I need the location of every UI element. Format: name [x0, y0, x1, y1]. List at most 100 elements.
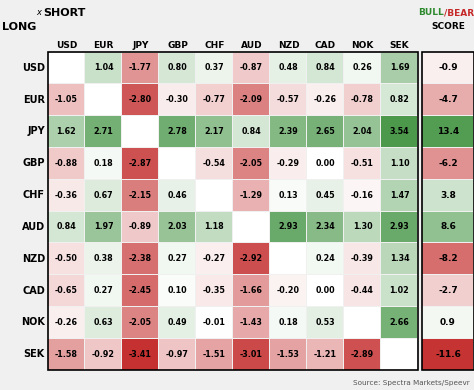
Text: -0.89: -0.89: [129, 222, 152, 231]
Text: 0.67: 0.67: [94, 191, 113, 200]
Text: 0.84: 0.84: [56, 222, 76, 231]
Text: 0.38: 0.38: [94, 254, 113, 263]
Bar: [197, 339, 233, 369]
Bar: [122, 53, 158, 83]
Text: -0.01: -0.01: [203, 318, 226, 327]
Bar: [197, 307, 233, 338]
Bar: [159, 243, 195, 274]
Bar: [197, 211, 233, 242]
Text: GBP: GBP: [22, 158, 45, 168]
Bar: [271, 339, 307, 369]
Bar: [122, 275, 158, 306]
Bar: [308, 243, 344, 274]
Text: CHF: CHF: [204, 41, 225, 50]
Text: -2.38: -2.38: [129, 254, 152, 263]
Bar: [159, 116, 195, 147]
Bar: [48, 52, 418, 370]
Bar: [159, 148, 195, 179]
Bar: [85, 148, 121, 179]
Bar: [234, 243, 270, 274]
Text: -4.7: -4.7: [438, 95, 458, 104]
Text: AUD: AUD: [241, 41, 262, 50]
Bar: [382, 180, 418, 211]
Text: CAD: CAD: [315, 41, 336, 50]
Text: 2.93: 2.93: [390, 222, 410, 231]
Text: 0.49: 0.49: [168, 318, 187, 327]
Bar: [85, 180, 121, 211]
Bar: [308, 307, 344, 338]
Bar: [422, 116, 474, 147]
Bar: [197, 275, 233, 306]
Text: 1.62: 1.62: [56, 127, 76, 136]
Text: NOK: NOK: [21, 317, 45, 327]
Text: -2.89: -2.89: [351, 349, 374, 358]
Text: CHF: CHF: [23, 190, 45, 200]
Bar: [234, 53, 270, 83]
Bar: [382, 116, 418, 147]
Text: 0.18: 0.18: [279, 318, 298, 327]
Bar: [308, 211, 344, 242]
Text: -0.92: -0.92: [92, 349, 115, 358]
Bar: [345, 339, 381, 369]
Text: -2.05: -2.05: [240, 159, 263, 168]
Bar: [308, 339, 344, 369]
Bar: [234, 180, 270, 211]
Text: x: x: [36, 8, 41, 17]
Bar: [345, 243, 381, 274]
Text: 0.46: 0.46: [168, 191, 187, 200]
Text: -2.45: -2.45: [129, 286, 152, 295]
Text: -0.27: -0.27: [203, 254, 226, 263]
Bar: [197, 148, 233, 179]
Text: EUR: EUR: [23, 95, 45, 105]
Bar: [197, 53, 233, 83]
Text: -0.65: -0.65: [55, 286, 78, 295]
Bar: [382, 84, 418, 115]
Text: -0.35: -0.35: [203, 286, 226, 295]
Text: 0.13: 0.13: [279, 191, 298, 200]
Bar: [271, 148, 307, 179]
Text: 2.04: 2.04: [353, 127, 373, 136]
Text: 1.10: 1.10: [390, 159, 410, 168]
Bar: [234, 116, 270, 147]
Text: USD: USD: [22, 63, 45, 73]
Text: USD: USD: [56, 41, 77, 50]
Bar: [345, 116, 381, 147]
Bar: [234, 307, 270, 338]
Text: -0.36: -0.36: [55, 191, 78, 200]
Text: 0.9: 0.9: [440, 318, 456, 327]
Bar: [234, 339, 270, 369]
Text: SCORE: SCORE: [431, 22, 465, 31]
Text: -1.51: -1.51: [203, 349, 226, 358]
Bar: [382, 211, 418, 242]
Bar: [85, 275, 121, 306]
Bar: [345, 180, 381, 211]
Text: -1.21: -1.21: [314, 349, 337, 358]
Text: -8.2: -8.2: [438, 254, 458, 263]
Text: AUD: AUD: [22, 222, 45, 232]
Bar: [308, 275, 344, 306]
Text: 1.02: 1.02: [390, 286, 410, 295]
Text: -0.29: -0.29: [277, 159, 300, 168]
Bar: [422, 148, 474, 179]
Bar: [422, 275, 474, 306]
Text: BULL: BULL: [418, 8, 444, 17]
Bar: [48, 148, 84, 179]
Text: 2.39: 2.39: [279, 127, 298, 136]
Text: -0.50: -0.50: [55, 254, 78, 263]
Bar: [85, 53, 121, 83]
Text: -0.26: -0.26: [55, 318, 78, 327]
Bar: [122, 339, 158, 369]
Text: -2.87: -2.87: [129, 159, 152, 168]
Bar: [382, 243, 418, 274]
Bar: [122, 148, 158, 179]
Text: -1.43: -1.43: [240, 318, 263, 327]
Bar: [85, 116, 121, 147]
Bar: [122, 307, 158, 338]
Text: 1.18: 1.18: [205, 222, 224, 231]
Bar: [159, 53, 195, 83]
Text: -0.78: -0.78: [351, 95, 374, 104]
Text: -2.09: -2.09: [240, 95, 263, 104]
Bar: [382, 53, 418, 83]
Bar: [197, 84, 233, 115]
Bar: [159, 275, 195, 306]
